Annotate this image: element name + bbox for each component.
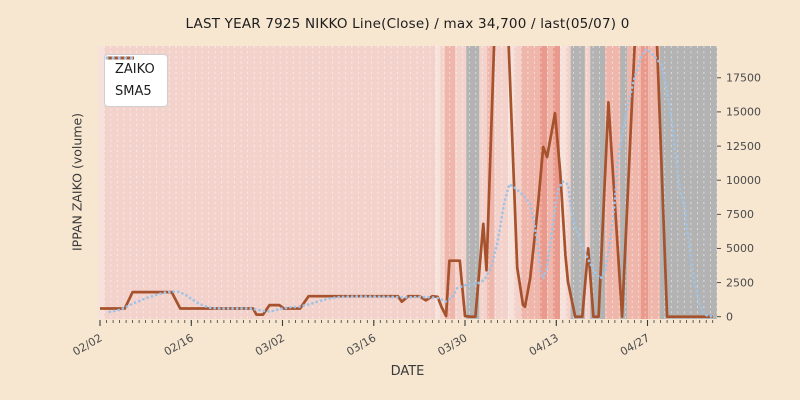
day-band-pink	[494, 46, 509, 319]
day-band-gray	[620, 46, 628, 319]
day-band-gray	[570, 46, 585, 319]
day-band-cream	[508, 46, 514, 319]
legend-item-sma5: SMA5	[105, 56, 155, 99]
day-band-cream	[98, 46, 105, 319]
x-tick-label: 04/13	[527, 331, 561, 358]
y-tick-label: 15000	[726, 106, 761, 119]
legend-label-sma5: SMA5	[115, 84, 152, 99]
day-band-pink	[584, 46, 591, 319]
day-band-mid	[521, 46, 540, 319]
legend-item-zaiko: ZAIKO	[106, 56, 155, 77]
day-band-pink	[513, 46, 522, 319]
day-band-deep	[641, 46, 649, 319]
day-band-pink	[479, 46, 488, 319]
y-axis-label: IPPAN ZAIKO (volume)	[69, 112, 85, 252]
legend-label-zaiko: ZAIKO	[115, 62, 155, 77]
sma5-line-swatch-icon	[105, 56, 135, 60]
y-tick-label: 7500	[726, 208, 754, 221]
day-band-mid	[547, 46, 553, 319]
day-band-gray	[590, 46, 606, 319]
zaiko-line	[100, 46, 713, 319]
y-tick-label: 10000	[726, 174, 761, 187]
day-band-gray	[659, 46, 717, 319]
y-axis-ticks: 0 2500 5000 7500 10000 12500 15000 17500	[717, 72, 761, 324]
day-band-pink	[440, 46, 445, 319]
sma5-line	[108, 47, 715, 319]
y-tick-label: 12500	[726, 140, 761, 153]
day-band-mid	[648, 46, 660, 319]
x-tick-label: 02/16	[162, 331, 196, 358]
x-axis-label: DATE	[390, 364, 425, 379]
day-band-cream	[435, 46, 441, 319]
x-tick-label: 04/27	[618, 331, 652, 358]
day-band-pink	[566, 46, 571, 319]
x-tick-label: 03/16	[344, 331, 378, 358]
day-band-pink	[455, 46, 467, 319]
y-tick-label: 2500	[726, 276, 754, 289]
x-tick-label: 03/30	[436, 331, 470, 358]
x-tick-label: 02/02	[71, 331, 105, 358]
day-band-deep	[540, 46, 548, 319]
series-lines	[100, 46, 715, 319]
y-tick-label: 5000	[726, 242, 754, 255]
legend: ZAIKO SMA5	[104, 54, 168, 107]
day-band-deep	[553, 46, 561, 319]
y-tick-label: 0	[726, 311, 733, 324]
x-axis-ticks: 02/02 02/16 03/02 03/16 03/30 04/13 04/27	[71, 320, 714, 358]
y-tick-label: 17500	[726, 72, 761, 85]
x-tick-label: 03/02	[253, 331, 287, 358]
chart-title: LAST YEAR 7925 NIKKO Line(Close) / max 3…	[185, 16, 630, 32]
